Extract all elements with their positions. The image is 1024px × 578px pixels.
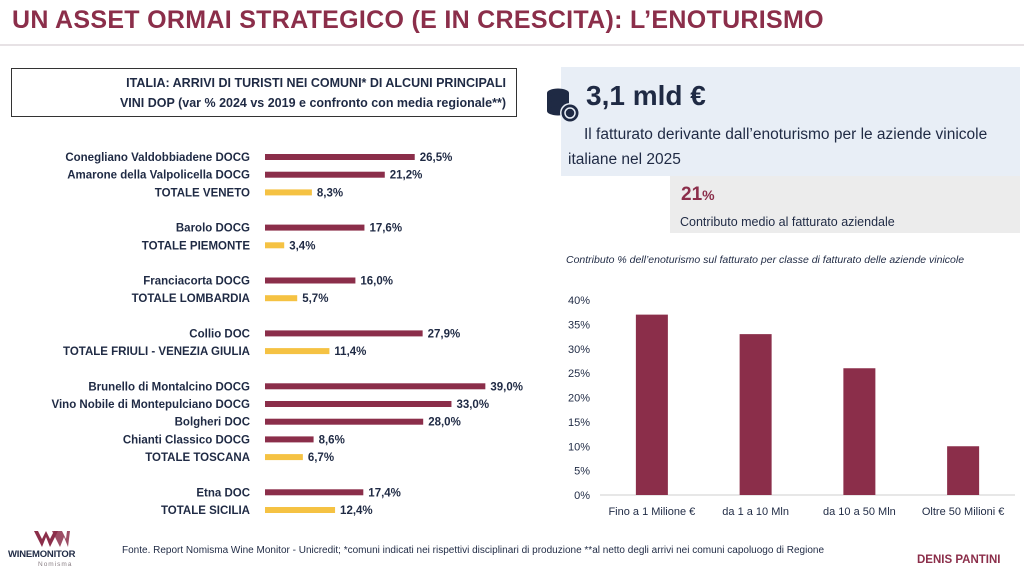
y-tick-label: 15% bbox=[568, 417, 590, 429]
bar-value-label: 11,4% bbox=[334, 346, 366, 358]
bar bbox=[265, 454, 303, 461]
logo-text: WINEMONITOR bbox=[8, 549, 76, 560]
bar bbox=[265, 348, 330, 355]
bar-label: Barolo DOCG bbox=[176, 223, 250, 235]
sub-kpi-unit: % bbox=[702, 187, 715, 203]
bar-value-label: 3,4% bbox=[289, 240, 315, 252]
sub-kpi-box bbox=[670, 176, 1020, 233]
x-tick-label: Fino a 1 Milione € bbox=[608, 506, 695, 518]
bar-label: TOTALE SICILIA bbox=[161, 505, 250, 517]
bar-label: Brunello di Montalcino DOCG bbox=[88, 381, 250, 393]
bar-label: TOTALE VENETO bbox=[155, 187, 250, 199]
kpi-value: 3,1 mld € bbox=[586, 80, 706, 111]
x-tick-label: da 10 a 50 Mln bbox=[823, 506, 896, 518]
bar bbox=[265, 154, 415, 160]
bar bbox=[265, 507, 336, 513]
bar-label: Etna DOC bbox=[196, 487, 250, 499]
bar-value-label: 6,7% bbox=[308, 452, 334, 464]
bar-value-label: 26,5% bbox=[420, 152, 453, 164]
y-tick-label: 0% bbox=[574, 490, 590, 502]
bar-value-label: 16,0% bbox=[360, 276, 393, 288]
bar-value-label: 28,0% bbox=[428, 417, 461, 429]
sub-kpi-description: Contributo medio al fatturato aziendale bbox=[680, 215, 895, 229]
source-footnote: Fonte. Report Nomisma Wine Monitor - Uni… bbox=[122, 545, 825, 556]
bar-label: Franciacorta DOCG bbox=[143, 276, 250, 288]
bar-value-label: 12,4% bbox=[340, 505, 373, 517]
bar-label: TOTALE TOSCANA bbox=[145, 452, 250, 464]
bar bbox=[265, 330, 423, 337]
bar bbox=[265, 171, 385, 178]
bar-label: TOTALE LOMBARDIA bbox=[132, 293, 250, 305]
bar bbox=[265, 189, 312, 196]
bar-label: TOTALE FRIULI - VENEZIA GIULIA bbox=[63, 346, 250, 358]
bar-label: Collio DOC bbox=[189, 328, 250, 340]
bar bbox=[265, 242, 285, 249]
bar-label: Amarone della Valpolicella DOCG bbox=[67, 170, 250, 182]
bar-label: Chianti Classico DOCG bbox=[123, 434, 250, 446]
kpi-box bbox=[561, 67, 1020, 176]
coins-icon bbox=[547, 88, 580, 123]
bar-value-label: 27,9% bbox=[428, 328, 461, 340]
bar bbox=[739, 334, 772, 495]
author-name: DENIS PANTINI bbox=[917, 554, 1001, 566]
bar bbox=[265, 418, 424, 425]
bar-value-label: 17,4% bbox=[368, 487, 401, 499]
revenue-chart-title: Contributo % dell’enoturismo sul fattura… bbox=[566, 254, 965, 266]
y-tick-label: 40% bbox=[568, 295, 590, 307]
left-chart-title-line1: ITALIA: ARRIVI DI TURISTI NEI COMUNI* DI… bbox=[126, 76, 506, 90]
page-title: UN ASSET ORMAI STRATEGICO (E IN CRESCITA… bbox=[12, 6, 824, 34]
left-chart-title-box: ITALIA: ARRIVI DI TURISTI NEI COMUNI* DI… bbox=[11, 68, 517, 117]
bar-value-label: 39,0% bbox=[490, 381, 523, 393]
y-tick-label: 10% bbox=[568, 441, 590, 453]
bar bbox=[635, 314, 668, 495]
bar-value-label: 8,6% bbox=[319, 434, 345, 446]
bar bbox=[265, 224, 365, 231]
bar bbox=[947, 446, 980, 495]
bar bbox=[843, 368, 876, 495]
y-tick-label: 5% bbox=[574, 466, 590, 478]
x-tick-label: da 1 a 10 Mln bbox=[722, 506, 789, 518]
bar-label: TOTALE PIEMONTE bbox=[142, 240, 251, 252]
left-chart-title-line2: VINI DOP (var % 2024 vs 2019 e confronto… bbox=[119, 96, 506, 110]
y-tick-label: 30% bbox=[568, 344, 590, 356]
title-divider bbox=[0, 44, 1024, 46]
revenue-contribution-chart: 0% 5% 10% 15% 20% 25% 30% 35% 40% Fino a 1 Milion… bbox=[568, 295, 1015, 518]
x-tick-label: Oltre 50 Milioni € bbox=[922, 506, 1005, 518]
sub-kpi-value: 21% bbox=[681, 184, 715, 206]
bar-value-label: 17,6% bbox=[369, 223, 402, 235]
y-tick-label: 20% bbox=[568, 393, 590, 405]
bar-value-label: 8,3% bbox=[317, 187, 343, 199]
bar bbox=[265, 295, 298, 302]
sub-kpi-number: 21 bbox=[681, 184, 703, 205]
winemonitor-logo-icon bbox=[34, 531, 70, 547]
y-tick-label: 35% bbox=[568, 319, 590, 331]
bar bbox=[265, 489, 364, 496]
bar bbox=[265, 277, 356, 284]
bar bbox=[265, 383, 486, 390]
kpi-description: Il fatturato derivante dall’enoturismo p… bbox=[568, 126, 988, 168]
bar-label: Bolgheri DOC bbox=[175, 417, 250, 429]
bar-label: Conegliano Valdobbiadene DOCG bbox=[65, 152, 250, 164]
logo-subtext: Nomisma bbox=[38, 561, 73, 568]
bar-value-label: 5,7% bbox=[302, 293, 328, 305]
bar-value-label: 21,2% bbox=[390, 170, 423, 182]
bar-value-label: 33,0% bbox=[456, 399, 489, 411]
y-tick-label: 25% bbox=[568, 368, 590, 380]
bar bbox=[265, 401, 452, 407]
bar bbox=[265, 436, 314, 443]
arrivals-bar-chart: Conegliano Valdobbiadene DOCG 26,5% Amaron… bbox=[52, 152, 523, 517]
bar-label: Vino Nobile di Montepulciano DOCG bbox=[52, 399, 251, 411]
